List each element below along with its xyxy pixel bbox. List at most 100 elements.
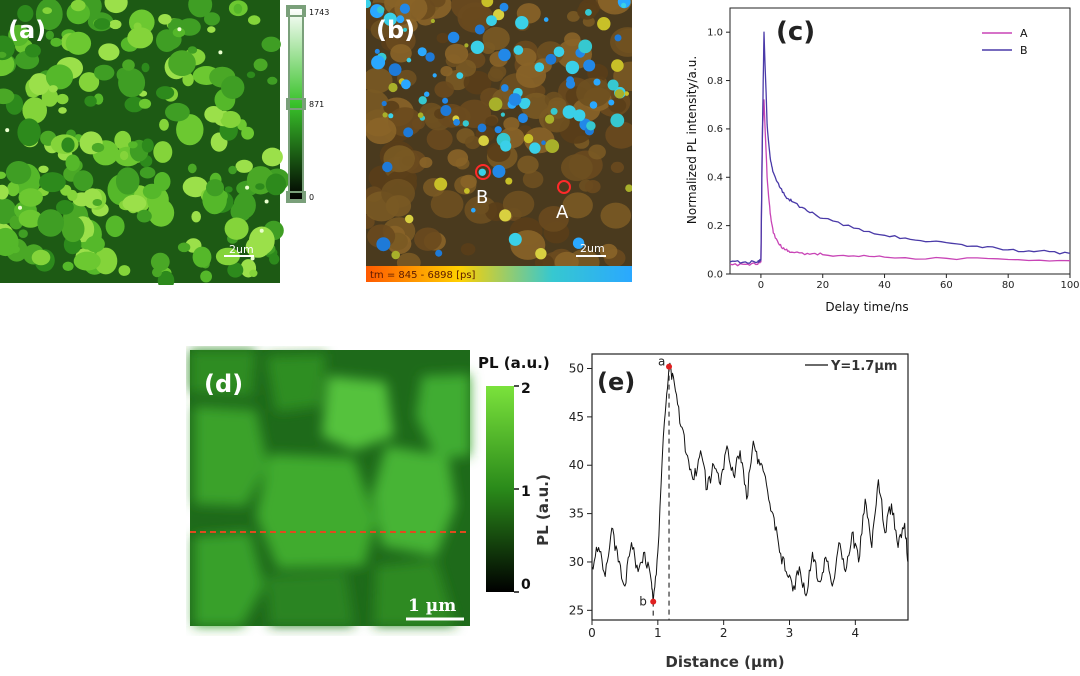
panel-a: 2um (a) 1743 871 0	[0, 0, 335, 291]
cool-spot	[402, 27, 408, 32]
grain	[265, 173, 287, 196]
grain	[182, 72, 194, 87]
grain	[122, 194, 147, 212]
grain	[61, 137, 75, 153]
panel-d-scale-label: 1 µm	[408, 596, 456, 616]
panel-d-grains	[190, 350, 470, 626]
warm-spot	[488, 97, 503, 111]
warm-spot	[382, 112, 388, 118]
grain	[94, 64, 115, 81]
warm-spot	[430, 18, 435, 24]
grain	[94, 247, 118, 275]
panel-e-chart: (e) Distance (µm) PL (a.u.) Y=1.7µm 0 1 2 3…	[534, 353, 909, 671]
panel-b-label: (b)	[376, 16, 415, 44]
x-tick-label: 3	[786, 626, 794, 640]
cool-spot	[541, 140, 546, 145]
grain	[241, 126, 255, 140]
cool-spot	[417, 47, 427, 57]
grain	[22, 97, 47, 124]
grain	[172, 27, 186, 38]
cool-spot	[376, 237, 391, 252]
grain	[18, 188, 43, 207]
grain	[7, 181, 20, 197]
grain	[192, 246, 212, 268]
grain	[56, 93, 69, 105]
grain	[176, 114, 204, 146]
grain	[114, 130, 132, 150]
grain	[65, 154, 80, 172]
warm-spot	[611, 59, 624, 72]
grain	[269, 253, 280, 265]
cool-spot	[492, 164, 506, 178]
panel-a-colorbar-handle-top[interactable]	[286, 5, 306, 17]
panel-a-colorbar-handle-bottom[interactable]	[286, 191, 306, 203]
panel-d-colorbar-tick: 0	[521, 577, 531, 593]
grain	[426, 128, 453, 151]
marker-a-label: A	[556, 202, 569, 223]
grain	[444, 43, 469, 64]
panel-e-label: (e)	[597, 368, 635, 396]
grain	[385, 195, 412, 217]
grain	[70, 0, 86, 12]
grain	[45, 64, 74, 90]
x-tick-label: 100	[1060, 280, 1079, 291]
grain	[588, 144, 606, 160]
cool-spot	[478, 168, 486, 176]
panel-c-xlabel: Delay time/ns	[825, 300, 908, 314]
annotation-a-marker	[666, 363, 673, 370]
grain	[585, 180, 601, 194]
cool-spot	[440, 105, 452, 116]
grain	[434, 81, 454, 98]
grain	[538, 206, 569, 232]
grain	[487, 68, 504, 82]
cool-spot	[442, 97, 449, 104]
panel-e-ylabel: PL (a.u.)	[534, 474, 552, 546]
plot-frame	[591, 353, 909, 621]
panel-b-colorbar	[366, 266, 632, 282]
grain	[522, 170, 544, 189]
panel-e-xlabel: Distance (µm)	[665, 653, 784, 671]
grain	[246, 71, 256, 79]
grain	[0, 88, 15, 105]
grain	[561, 154, 593, 182]
x-tick-label: 1	[654, 626, 662, 640]
grain	[414, 227, 442, 251]
grain	[165, 102, 190, 122]
cool-spot	[371, 55, 386, 70]
grain	[190, 350, 256, 396]
x-tick-label: 2	[720, 626, 728, 640]
cool-spot	[566, 76, 574, 85]
grain	[227, 262, 244, 278]
cool-spot	[610, 113, 625, 128]
grain	[65, 31, 92, 55]
cool-spot	[403, 127, 414, 138]
annotation-a-label: a	[658, 355, 665, 369]
grain	[460, 174, 477, 189]
panel-c-chart: (c) Delay time/ns Normalized PL intensit…	[685, 7, 1080, 314]
grain	[141, 138, 154, 153]
grain	[204, 12, 220, 26]
cool-spot	[453, 118, 460, 126]
grain	[567, 11, 580, 22]
cool-spot	[424, 91, 430, 97]
cool-spot	[513, 45, 524, 55]
cool-spot	[499, 2, 509, 12]
grain	[200, 270, 213, 283]
grain	[248, 226, 275, 255]
series-line-a	[591, 362, 909, 603]
cool-spot	[578, 39, 593, 54]
grain	[228, 165, 237, 175]
series-line-b	[729, 31, 1071, 264]
cool-spot	[382, 161, 393, 173]
panel-a-scale-label: 2um	[229, 243, 254, 256]
grain	[194, 406, 268, 506]
grain	[503, 117, 520, 131]
panel-d-svg: 1 µm (d) PL (a.u.) 2 1 0	[190, 350, 550, 626]
grain	[153, 141, 173, 163]
warm-spot	[614, 89, 625, 99]
panel-a-colorbar-handle-mid[interactable]	[286, 98, 306, 110]
grain	[416, 374, 470, 458]
grain	[255, 183, 265, 190]
cool-spot	[501, 84, 509, 92]
cool-spot	[508, 232, 522, 246]
